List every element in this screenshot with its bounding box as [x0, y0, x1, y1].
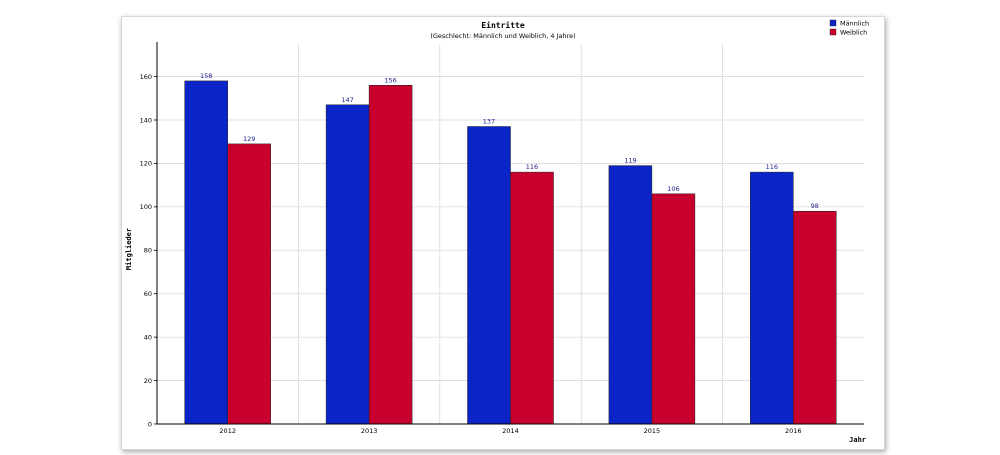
bars-layer [184, 80, 837, 425]
legend-swatch-weiblich [829, 28, 837, 36]
data-label-weiblich-2016: 98 [811, 202, 819, 210]
y-tick-label-0: 0 [148, 420, 152, 428]
bar-männlich-2015 [608, 165, 653, 425]
bar-weiblich-2014 [510, 171, 554, 425]
data-label-männlich-2015: 119 [624, 157, 636, 165]
bar-weiblich-2012 [227, 143, 271, 425]
y-tick-label-100: 100 [140, 203, 152, 211]
data-label-männlich-2012: 158 [200, 72, 212, 80]
x-axis-title: Jahr [849, 436, 866, 444]
y-tick-label-120: 120 [140, 160, 152, 168]
y-tick-label-40: 40 [144, 333, 152, 341]
bar-weiblich-2013 [368, 85, 413, 425]
chart-frame: Eintritte (Geschlecht: Männlich und Weib… [121, 16, 885, 450]
bar-männlich-2013 [325, 104, 370, 425]
bar-männlich-2016 [750, 171, 794, 425]
x-tick-label-2014: 2014 [502, 427, 519, 435]
axes-layer [156, 42, 864, 425]
bar-männlich-2014 [467, 126, 511, 425]
bar-weiblich-2016 [793, 210, 837, 425]
chart-title: Eintritte [481, 20, 525, 30]
data-label-weiblich-2014: 116 [526, 163, 538, 171]
y-tick-label-160: 160 [140, 73, 152, 81]
y-tick-label-20: 20 [144, 377, 152, 385]
bar-weiblich-2015 [651, 193, 696, 425]
chart-subtitle: (Geschlecht: Männlich und Weiblich, 4 Ja… [430, 32, 575, 40]
data-label-männlich-2014: 137 [483, 118, 495, 126]
y-tick-label-80: 80 [144, 247, 152, 255]
data-label-männlich-2013: 147 [341, 96, 353, 104]
legend-label-männlich: Männlich [840, 20, 869, 28]
x-tick-label-2013: 2013 [361, 427, 378, 435]
legend-label-weiblich: Weiblich [840, 29, 867, 37]
data-label-weiblich-2013: 156 [384, 76, 396, 84]
data-label-weiblich-2012: 129 [243, 135, 255, 143]
x-tick-label-2015: 2015 [644, 427, 661, 435]
data-label-weiblich-2015: 106 [667, 185, 679, 193]
labels-layer: 158 129 147 156 137 116 119 106 116 98 [200, 72, 819, 210]
y-axis-title: Mitglieder [125, 228, 133, 270]
x-tick-label-2016: 2016 [785, 427, 802, 435]
x-tick-label-2012: 2012 [219, 427, 236, 435]
bar-männlich-2012 [184, 80, 228, 425]
y-tick-label-60: 60 [144, 290, 152, 298]
data-label-männlich-2016: 116 [766, 163, 778, 171]
legend-swatch-männlich [829, 19, 837, 27]
bar-chart: Eintritte (Geschlecht: Männlich und Weib… [125, 19, 869, 445]
ticks-layer: 0 20 40 60 80 100 120 140 160 2012 2013 2014 2015 201… [140, 73, 802, 435]
y-tick-label-140: 140 [140, 116, 152, 124]
